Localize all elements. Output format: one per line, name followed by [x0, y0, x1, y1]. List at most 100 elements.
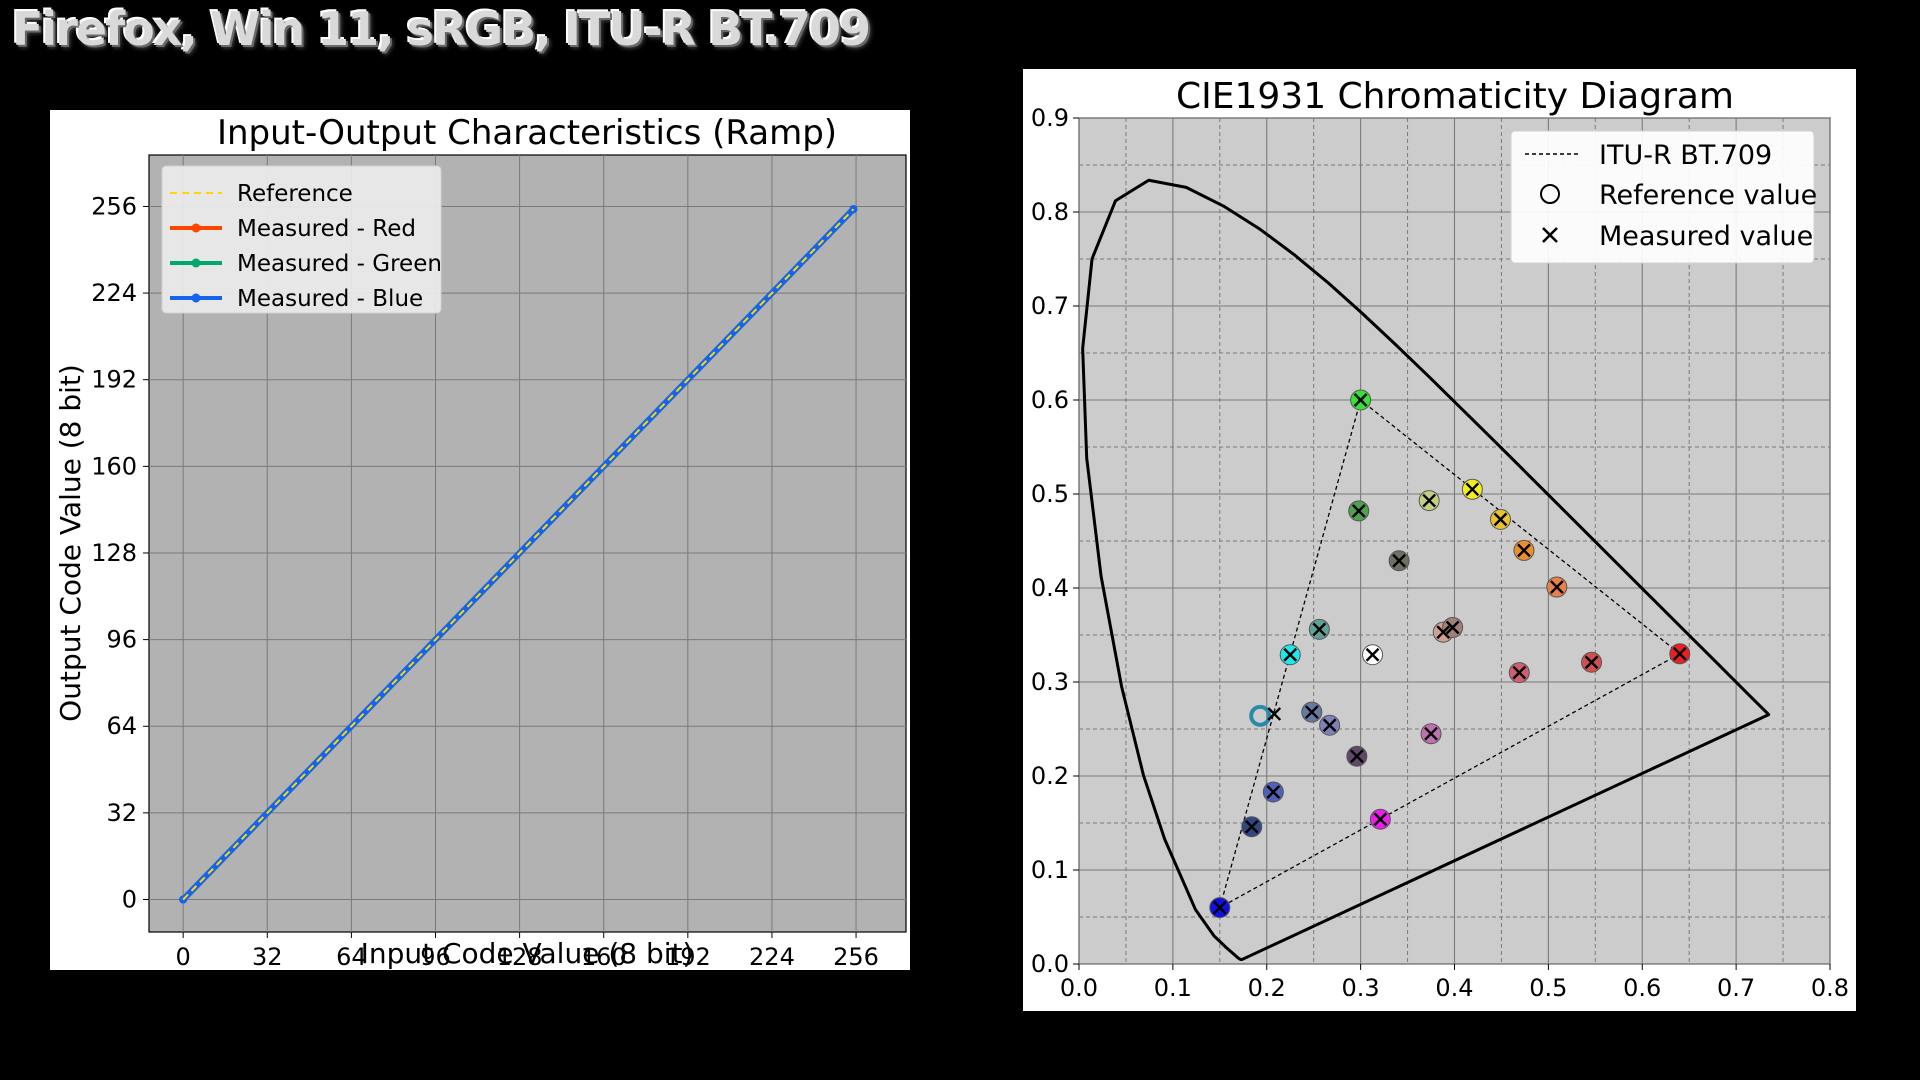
cie-gamut-triangle — [1218, 398, 1681, 909]
ramp-x-tick-label: 64 — [336, 943, 367, 970]
ramp-chart-panel: Input-Output Characteristics (Ramp) 0 32 6… — [50, 110, 910, 970]
ramp-grid — [149, 155, 906, 932]
measured-point — [1549, 580, 1564, 594]
measured-point — [1465, 482, 1480, 497]
measured-point — [1351, 504, 1366, 518]
cie-legend: ITU-R BT.709 Reference value Measured va… — [1510, 130, 1817, 264]
cie-y-tick-label: 0.6 — [1031, 386, 1069, 414]
cie-points — [1209, 389, 1691, 919]
cie-x-tick-label: 0.2 — [1248, 974, 1286, 1002]
measured-point — [1445, 620, 1460, 635]
spectral-locus-line — [1081, 178, 1771, 961]
cie-x-tick-label: 0.4 — [1435, 974, 1473, 1002]
ramp-x-tick-label: 32 — [252, 943, 283, 970]
cie-x-ticks: 0.0 0.1 0.2 0.3 0.4 0.5 0.6 0.7 0.8 — [1060, 964, 1849, 1002]
measured-point — [1322, 718, 1337, 733]
cie-x-tick-label: 0.1 — [1154, 974, 1192, 1002]
legend-gamut-label: ITU-R BT.709 — [1599, 140, 1772, 171]
cie-y-tick-label: 0.3 — [1031, 668, 1069, 696]
measured-point — [1517, 543, 1531, 558]
legend-reference-label: Reference value — [1599, 180, 1817, 211]
ramp-y-tick-label: 128 — [91, 539, 137, 567]
measured-point — [1283, 647, 1298, 662]
measured-point — [1312, 622, 1327, 637]
ramp-x-tick-label: 96 — [420, 943, 451, 970]
measured-point — [1212, 900, 1227, 915]
cie-spectral-locus — [1081, 178, 1771, 961]
ramp-x-tick-label: 224 — [749, 943, 795, 970]
legend-reference-swatch — [1540, 184, 1560, 204]
ramp-y-tick-label: 32 — [106, 799, 137, 827]
cie-y-tick-label: 0.9 — [1031, 104, 1069, 132]
ramp-chart: Input-Output Characteristics (Ramp) 0 32 6… — [54, 113, 907, 970]
ramp-legend-marker — [191, 293, 201, 303]
ramp-y-tick-label: 192 — [91, 366, 137, 394]
ramp-series — [179, 205, 858, 904]
bt709-gamut-line — [1218, 398, 1681, 909]
ramp-y-tick-label: 0 — [122, 886, 137, 914]
measured-point — [1373, 812, 1388, 827]
measured-point — [1512, 665, 1527, 680]
ramp-legend-marker — [191, 223, 201, 233]
cie-legend-box — [1510, 130, 1815, 264]
cie-x-tick-label: 0.3 — [1342, 974, 1380, 1002]
ramp-y-ticks: 0 32 64 96 128 160 192 224 256 — [91, 192, 149, 914]
cie-chart-panel: CIE1931 Chromaticity Diagram 0.0 0.1 0.2 0.… — [1023, 69, 1856, 1011]
cie-x-tick-label: 0.5 — [1529, 974, 1567, 1002]
cie-x-tick-label: 0.6 — [1623, 974, 1661, 1002]
ramp-y-tick-label: 64 — [106, 712, 137, 740]
measured-point — [1304, 705, 1319, 719]
ramp-y-axis-label: Output Code Value (8 bit) — [54, 364, 87, 722]
measured-point — [1493, 512, 1508, 527]
measured-point — [1266, 785, 1281, 799]
cie-y-ticks: 0.0 0.1 0.2 0.3 0.4 0.5 0.6 0.7 0.8 0.9 — [1031, 104, 1079, 978]
ramp-x-tick-label: 256 — [833, 943, 879, 970]
cie-y-tick-label: 0.7 — [1031, 292, 1069, 320]
ramp-legend-box — [161, 165, 442, 314]
cie-y-tick-label: 0.4 — [1031, 574, 1069, 602]
ramp-x-ticks: 0 32 64 96 128 160 192 224 256 — [176, 932, 879, 970]
measured-point — [1267, 707, 1282, 721]
ramp-legend-label: Reference — [237, 181, 353, 207]
ramp-y-tick-label: 256 — [91, 192, 137, 220]
ramp-x-tick-label: 128 — [497, 943, 543, 970]
ramp-legend-label: Measured - Red — [237, 216, 416, 242]
ramp-x-axis-label: Input Code Value (8 bit) — [361, 937, 694, 970]
measured-point — [1244, 819, 1259, 834]
ramp-x-tick-label: 0 — [176, 943, 191, 970]
ramp-legend: Reference Measured - Red Measured - Green M… — [161, 165, 442, 314]
ramp-chart-title: Input-Output Characteristics (Ramp) — [217, 113, 837, 153]
cie-y-tick-label: 0.5 — [1031, 480, 1069, 508]
cie-y-tick-label: 0.2 — [1031, 762, 1069, 790]
ramp-x-tick-label: 192 — [665, 943, 711, 970]
measured-point — [1350, 749, 1364, 764]
reference-point — [1249, 704, 1272, 727]
legend-measured-swatch — [1542, 227, 1558, 243]
ramp-legend-label: Measured - Green — [237, 251, 442, 277]
cie-y-tick-label: 0.8 — [1031, 198, 1069, 226]
measured-point — [1672, 646, 1687, 661]
measured-point — [1365, 647, 1380, 662]
measured-point — [1392, 553, 1406, 568]
measured-point — [1353, 393, 1368, 407]
cie-x-tick-label: 0.8 — [1811, 974, 1849, 1002]
measured-point — [1584, 655, 1599, 670]
ramp-legend-marker — [191, 258, 201, 268]
cie-y-tick-label: 0.1 — [1031, 856, 1069, 884]
ramp-legend-label: Measured - Blue — [237, 286, 423, 312]
measured-point — [1436, 625, 1451, 640]
ramp-y-tick-label: 224 — [91, 279, 137, 307]
cie-x-tick-label: 0.0 — [1060, 974, 1098, 1002]
ramp-y-tick-label: 160 — [91, 452, 137, 480]
cie-chart-title: CIE1931 Chromaticity Diagram — [1176, 76, 1734, 117]
measured-point — [1424, 726, 1438, 741]
measured-point — [1422, 493, 1437, 508]
page-title: Firefox, Win 11, sRGB, ITU-R BT.709 — [12, 2, 871, 56]
ramp-x-tick-label: 160 — [581, 943, 627, 970]
ramp-y-tick-label: 96 — [106, 626, 137, 654]
cie-chart: CIE1931 Chromaticity Diagram 0.0 0.1 0.2 0.… — [1031, 76, 1849, 1002]
cie-x-tick-label: 0.7 — [1717, 974, 1755, 1002]
ramp-series-line — [182, 208, 855, 901]
cie-y-tick-label: 0.0 — [1031, 950, 1069, 978]
legend-measured-label: Measured value — [1599, 221, 1813, 252]
